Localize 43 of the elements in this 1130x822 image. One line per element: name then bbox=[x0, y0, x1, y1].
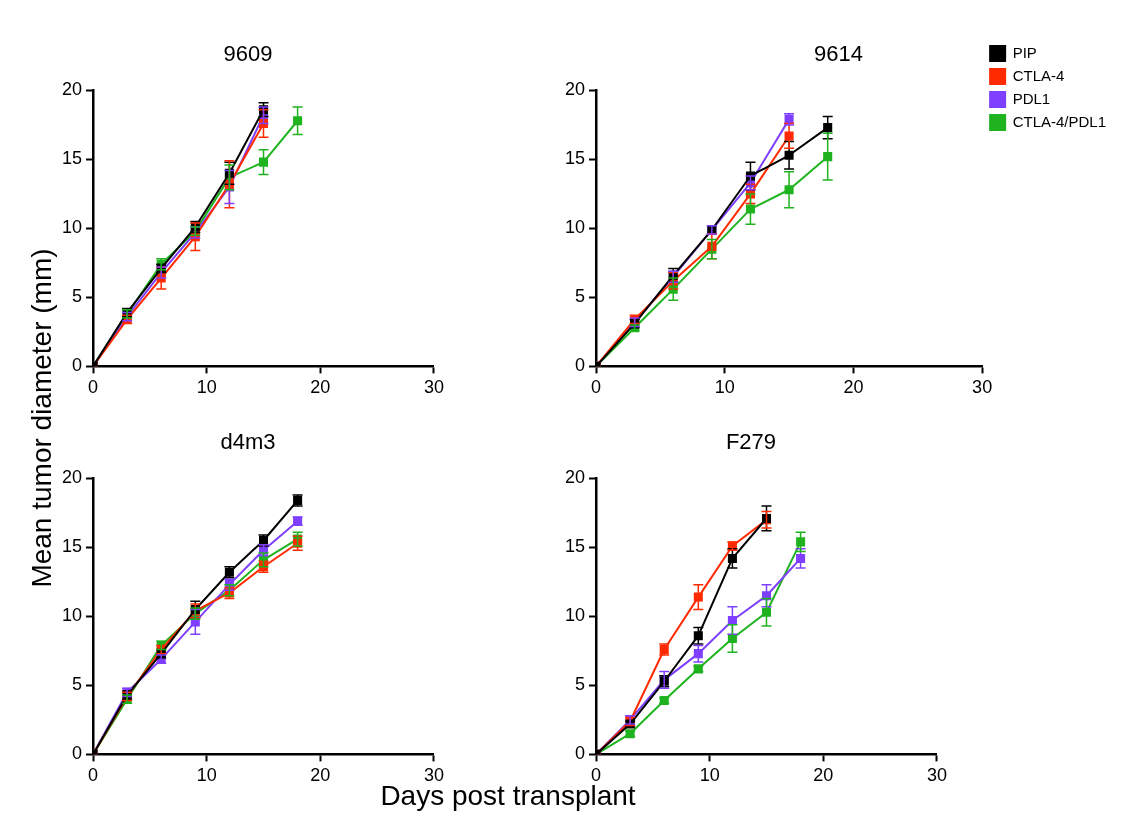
x-tick-label: 0 bbox=[88, 765, 99, 786]
chart-title: F279 bbox=[725, 429, 777, 455]
y-tick-label: 15 bbox=[564, 148, 586, 169]
x-tick-label: 30 bbox=[972, 377, 993, 398]
y-tick-label: 20 bbox=[61, 467, 83, 488]
y-tick-label: 20 bbox=[564, 467, 586, 488]
chart-title: 9609 bbox=[223, 41, 273, 67]
x-tick-label: 20 bbox=[310, 765, 331, 786]
y-tick-label: 5 bbox=[72, 674, 83, 695]
x-tick-label: 10 bbox=[714, 377, 735, 398]
legend-label: CTLA-4/PDL1 bbox=[1012, 112, 1107, 130]
legend-label: PDL1 bbox=[1012, 89, 1051, 107]
chart-title: d4m3 bbox=[220, 429, 276, 455]
y-tick-label: 15 bbox=[61, 536, 83, 557]
y-tick-label: 5 bbox=[575, 674, 586, 695]
x-tick-label: 10 bbox=[196, 765, 217, 786]
y-tick-label: 20 bbox=[61, 79, 83, 100]
y-tick-label: 0 bbox=[72, 743, 83, 764]
x-tick-label: 0 bbox=[591, 377, 602, 398]
x-tick-label: 10 bbox=[196, 377, 217, 398]
y-tick-label: 5 bbox=[72, 286, 83, 307]
x-tick-label: 0 bbox=[88, 377, 99, 398]
y-tick-label: 10 bbox=[61, 605, 83, 626]
y-axis-title: Mean tumor diameter (mm) bbox=[26, 248, 58, 588]
x-tick-label: 30 bbox=[926, 765, 947, 786]
legend-label: PIP bbox=[1012, 43, 1037, 61]
x-tick-label: 20 bbox=[813, 765, 834, 786]
x-tick-label: 20 bbox=[310, 377, 331, 398]
y-tick-label: 15 bbox=[564, 536, 586, 557]
x-tick-label: 20 bbox=[843, 377, 864, 398]
y-tick-label: 0 bbox=[575, 743, 586, 764]
legend-label: CTLA-4 bbox=[1012, 66, 1065, 84]
y-tick-label: 5 bbox=[575, 286, 586, 307]
y-tick-label: 20 bbox=[564, 79, 586, 100]
y-tick-label: 10 bbox=[61, 217, 83, 238]
chart-title: 9614 bbox=[814, 41, 863, 67]
y-tick-label: 10 bbox=[564, 217, 586, 238]
x-tick-label: 10 bbox=[699, 765, 720, 786]
y-tick-label: 10 bbox=[564, 605, 586, 626]
y-tick-label: 0 bbox=[72, 355, 83, 376]
x-tick-label: 30 bbox=[423, 377, 444, 398]
y-tick-label: 15 bbox=[61, 148, 83, 169]
y-tick-label: 0 bbox=[575, 355, 586, 376]
